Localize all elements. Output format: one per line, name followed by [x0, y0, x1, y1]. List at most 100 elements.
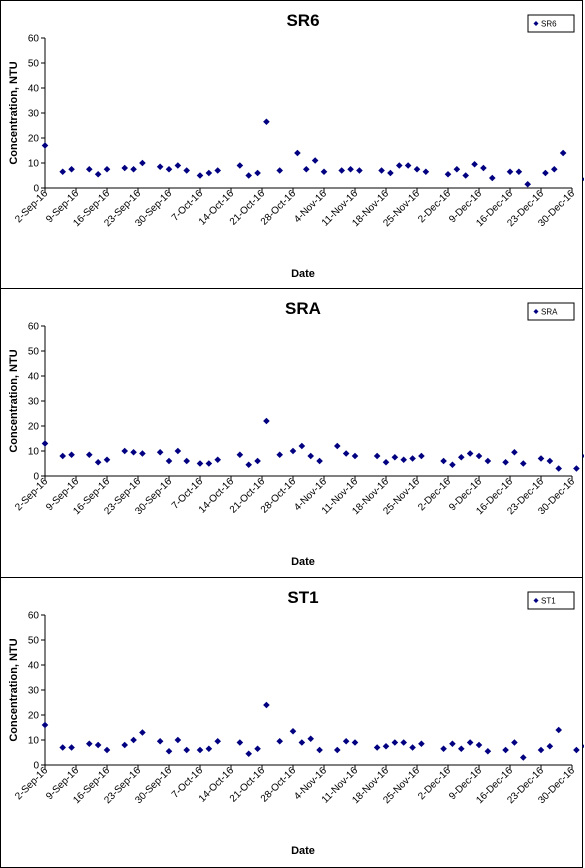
data-point [573, 746, 580, 754]
data-point [94, 170, 102, 178]
data-point [338, 167, 346, 174]
data-point [351, 739, 359, 746]
data-point [94, 741, 102, 749]
y-tick-label: 20 [28, 134, 40, 145]
data-point [351, 452, 359, 460]
data-point [85, 451, 93, 459]
y-tick-label: 30 [28, 686, 40, 697]
data-point [581, 453, 584, 459]
data-point [457, 453, 465, 461]
x-tick-label: 2-Dec-16 [416, 765, 453, 802]
data-point [214, 456, 222, 464]
data-point [276, 451, 284, 459]
legend-box [527, 14, 575, 33]
data-point [395, 162, 403, 169]
data-point [165, 457, 173, 465]
data-point [289, 727, 297, 735]
data-point [466, 739, 474, 746]
data-point [139, 729, 146, 736]
data-point [196, 172, 204, 179]
data-point [263, 417, 270, 425]
data-point [488, 174, 496, 182]
chart-svg: SR601020304050602-Sep-169-Sep-1616-Sep-1… [8, 11, 584, 280]
legend-marker [533, 21, 539, 26]
legend-box [527, 591, 575, 610]
y-tick-label: 10 [28, 159, 40, 170]
legend-label: ST1 [541, 597, 556, 606]
data-point [156, 448, 164, 456]
y-tick-label: 60 [28, 34, 40, 45]
data-point [409, 744, 416, 751]
data-point [165, 165, 173, 173]
data-point [471, 160, 478, 168]
data-point [506, 168, 514, 176]
data-point [373, 744, 381, 751]
y-axis-label: Concentration, NTU [8, 349, 20, 452]
data-point [183, 167, 191, 174]
data-point [342, 450, 350, 457]
data-point [449, 740, 456, 748]
data-point [214, 737, 222, 745]
data-point [174, 736, 182, 744]
data-point [236, 739, 244, 746]
y-tick-label: 20 [28, 422, 40, 433]
data-point [444, 170, 452, 178]
legend-marker [533, 309, 539, 314]
data-point [440, 457, 447, 465]
data-point [382, 742, 390, 750]
data-point [298, 442, 306, 450]
chart-title: SR6 [286, 11, 319, 30]
data-point [581, 744, 584, 749]
data-point [462, 172, 470, 179]
data-point [174, 162, 182, 169]
data-point [511, 448, 518, 456]
legend-marker [533, 598, 539, 603]
y-tick-label: 50 [28, 347, 40, 358]
data-point [205, 169, 213, 177]
data-point [422, 168, 430, 176]
chart-title: ST1 [287, 588, 318, 607]
data-point [294, 149, 301, 157]
data-point [156, 163, 164, 171]
data-point [382, 458, 390, 466]
data-point [542, 169, 549, 177]
data-point [333, 746, 341, 754]
chart-panel-st1: ST1 0 10 20 30 40 50 60 2-Sep-16 9-Sep-16 16-Sep-1… [0, 577, 584, 868]
data-point [347, 165, 354, 173]
legend-label: SR6 [541, 20, 557, 29]
x-axis-label: Date [291, 268, 315, 280]
data-point [511, 739, 518, 746]
data-point [41, 721, 49, 729]
data-point [130, 448, 137, 456]
data-point [59, 168, 67, 176]
data-point [440, 745, 447, 753]
data-point [400, 456, 408, 464]
data-point [205, 460, 213, 467]
chart-panel-sra: SRA 0 10 20 30 40 50 60 2-Sep-16 9-Sep-16 16-Sep-1… [0, 288, 584, 578]
data-point [85, 165, 93, 173]
data-point [245, 172, 253, 179]
data-point [457, 745, 465, 753]
y-tick-label: 60 [28, 611, 40, 622]
y-tick-label: 10 [28, 447, 40, 458]
data-point [519, 460, 527, 467]
data-point [555, 465, 563, 472]
data-point [254, 169, 261, 177]
x-tick-label: 2-Sep-16 [13, 765, 50, 802]
legend-box [527, 302, 575, 321]
y-tick-label: 60 [28, 322, 40, 333]
data-point [196, 460, 204, 467]
y-axis-label: Concentration, NTU [8, 61, 20, 164]
y-tick-label: 50 [28, 59, 40, 70]
data-point [263, 118, 270, 126]
data-point [373, 452, 381, 460]
data-point [475, 741, 483, 749]
data-point [165, 747, 173, 755]
legend-label: SRA [541, 308, 558, 317]
data-point [515, 168, 523, 176]
data-point [391, 453, 399, 461]
data-point [68, 744, 75, 751]
data-point [156, 737, 164, 745]
data-point [68, 451, 75, 459]
data-point [214, 167, 222, 174]
